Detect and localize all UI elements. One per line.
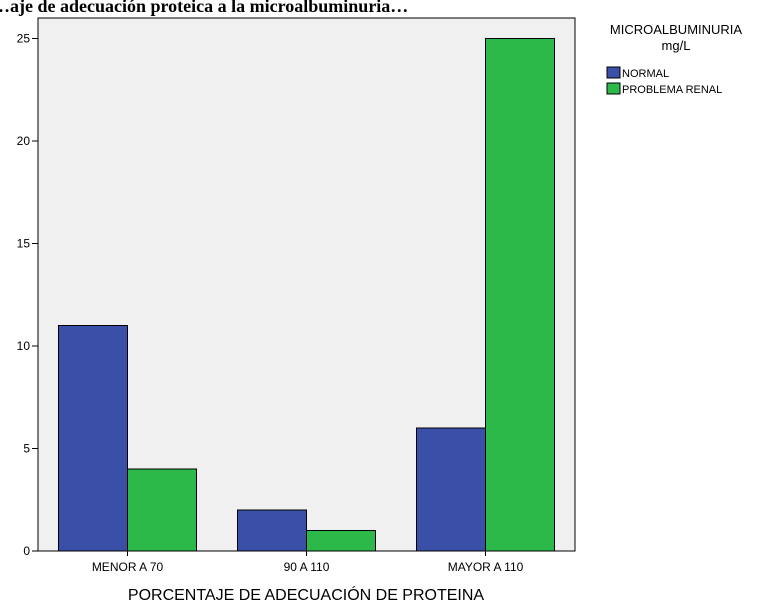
legend-title-unit: mg/L [662,38,691,53]
legend: MICROALBUMINURIA mg/L NORMAL PROBLEMA REN… [606,22,743,96]
y-tick-label-1: 5 [23,442,30,456]
y-tick-label-4: 20 [17,134,31,148]
bar-problema-renal-2 [485,38,555,552]
y-tick-label-3: 15 [17,237,31,251]
bars-group [58,38,555,552]
legend-swatch-problema-renal [606,82,621,95]
chart-title: …aje de adecuación proteica a la microal… [0,0,408,16]
bar-problema-renal-1 [306,530,376,552]
x-tick-label-1: 90 A 110 [284,560,330,574]
legend-label-normal: NORMAL [622,68,669,80]
x-axis-label: PORCENTAJE DE ADECUACIÓN DE PROTEINA [128,585,485,604]
bar-normal-0 [58,325,128,552]
x-tick-label-2: MAYOR A 110 [448,560,524,574]
y-tick-label-5: 25 [17,32,31,46]
y-tick-label-0: 0 [23,544,30,558]
legend-label-problema-renal: PROBLEMA RENAL [622,84,722,96]
x-tick-label-0: MENOR A 70 [92,560,164,574]
y-tick-label-2: 10 [17,339,31,353]
y-axis: 0 5 10 15 20 25 [17,32,38,558]
bar-normal-1 [237,509,307,552]
bar-normal-2 [416,427,486,552]
bar-problema-renal-0 [127,468,197,552]
legend-title: MICROALBUMINURIA [610,22,743,37]
legend-swatch-normal [606,66,621,79]
x-axis: MENOR A 70 90 A 110 MAYOR A 110 [92,551,524,574]
